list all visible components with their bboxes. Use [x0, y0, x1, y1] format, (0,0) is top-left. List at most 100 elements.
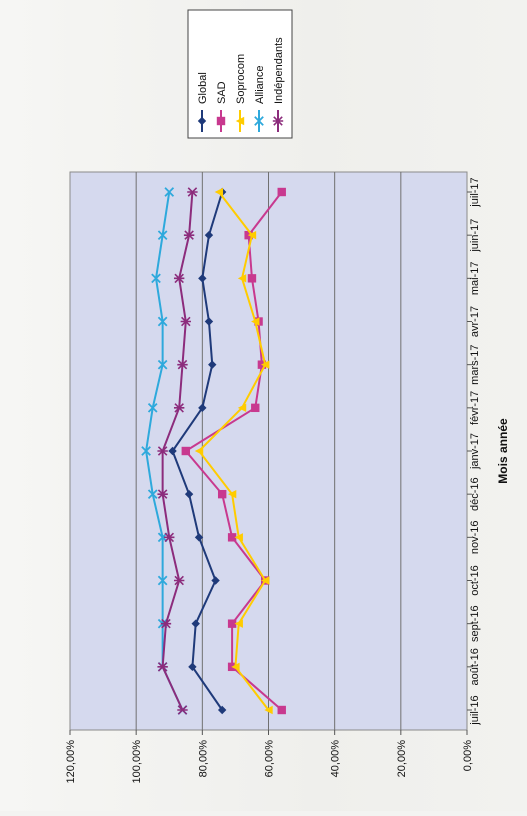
legend-marker [197, 116, 207, 126]
data-point [260, 360, 270, 369]
data-point [147, 402, 158, 413]
x-tick-label: août-16 [469, 648, 481, 685]
legend-item-sad: SAD [216, 81, 228, 132]
data-point [141, 446, 151, 456]
data-point [177, 705, 188, 715]
data-point [183, 230, 195, 240]
legend-marker [254, 116, 264, 126]
data-point [157, 575, 168, 586]
y-tick-label: 120,00% [65, 740, 77, 784]
x-tick-label: juin-17 [469, 219, 481, 253]
data-point [237, 403, 247, 413]
data-point [157, 359, 168, 370]
data-point [164, 532, 175, 543]
x-tick-label: janv-17 [469, 433, 481, 470]
x-tick-label: avr-17 [469, 306, 481, 337]
legend-label: Soprocom [235, 54, 247, 104]
data-point [277, 705, 286, 715]
data-point [191, 619, 200, 628]
x-tick-label: déc-16 [469, 477, 481, 511]
data-point [227, 489, 237, 499]
data-point [157, 316, 168, 327]
y-tick-label: 60,00% [264, 740, 276, 778]
data-point [217, 705, 227, 715]
data-point [157, 230, 168, 241]
data-point [264, 705, 273, 715]
legend-label: Global [197, 72, 209, 104]
data-point [247, 230, 257, 240]
data-point [194, 533, 204, 542]
data-point [164, 187, 175, 197]
x-tick-label: sept-16 [469, 605, 481, 642]
x-tick-label: juil-17 [469, 177, 481, 207]
legend-marker [235, 116, 245, 126]
legend-label: Indépendants [273, 37, 285, 104]
data-point [204, 230, 214, 240]
data-point [260, 576, 270, 585]
data-point [181, 446, 190, 456]
gridlines [135, 172, 402, 730]
data-point [187, 187, 198, 197]
data-point [237, 274, 247, 283]
data-point [227, 533, 237, 542]
data-point [204, 317, 214, 326]
data-point [173, 273, 185, 284]
data-point [180, 316, 191, 327]
data-point [231, 662, 240, 672]
data-point [147, 489, 158, 500]
legend: Global SAD Soprocom Alliance Indépendants [187, 9, 293, 139]
series-global [168, 187, 227, 715]
data-point [157, 446, 168, 456]
data-point [157, 489, 168, 499]
data-point [194, 446, 204, 456]
x-tick-label: mars-17 [469, 344, 481, 384]
x-tick-label: juil-16 [469, 695, 481, 725]
series-soprocom [194, 187, 273, 715]
legend-item-global: Global [197, 72, 209, 132]
data-point [234, 533, 243, 542]
x-tick-label: mai-17 [469, 262, 481, 296]
legend-label: Alliance [254, 65, 266, 104]
data-point [211, 576, 220, 585]
legend-item-soprocom: Soprocom [235, 54, 247, 132]
data-point [214, 187, 224, 197]
data-point [157, 662, 168, 672]
y-tick-label: 20,00% [396, 740, 408, 778]
data-point [247, 274, 257, 283]
data-point [177, 359, 188, 370]
series-indépendants [157, 187, 198, 715]
x-tick-label: nov-16 [469, 521, 481, 555]
data-point [168, 446, 177, 456]
series-group [141, 187, 286, 715]
data-point [198, 274, 207, 283]
data-point [188, 662, 197, 672]
data-point [277, 187, 286, 197]
data-point [160, 618, 172, 629]
data-point [173, 575, 185, 586]
axes: 0,00% 20,00% 40,00% 60,00% 80,00% 100,00% 120,… [65, 177, 510, 783]
legend-label: SAD [216, 81, 228, 104]
legend-marker [272, 116, 284, 126]
x-tick-label: févr-17 [469, 391, 481, 425]
y-tick-label: 100,00% [131, 740, 143, 784]
y-tick-label: 0,00% [462, 740, 474, 771]
data-point [251, 403, 260, 413]
data-point [217, 489, 227, 499]
legend-marker [216, 116, 226, 126]
x-axis-title: Mois année [496, 418, 510, 484]
data-point [173, 403, 185, 413]
data-point [184, 489, 194, 499]
data-point [227, 619, 237, 628]
data-point [251, 317, 260, 326]
data-point [208, 360, 217, 369]
data-point [234, 619, 243, 628]
data-point [198, 403, 207, 413]
data-point [151, 273, 161, 284]
y-tick-label: 80,00% [197, 740, 209, 778]
y-tick-label: 40,00% [330, 740, 342, 778]
legend-item-alliance: Alliance [254, 65, 266, 132]
x-tick-label: oct-16 [469, 565, 481, 596]
legend-item-indépendants: Indépendants [272, 37, 285, 132]
